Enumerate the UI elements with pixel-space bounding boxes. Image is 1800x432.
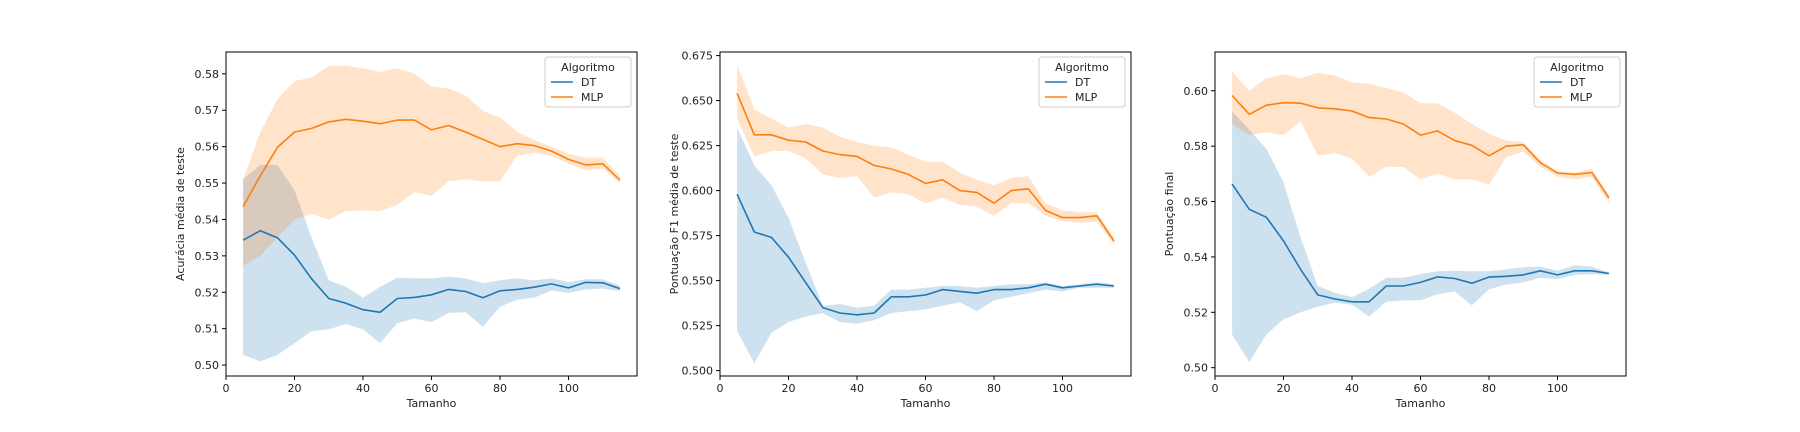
band-dt	[1232, 111, 1609, 363]
y-tick-label: 0.53	[195, 250, 220, 263]
y-tick-label: 0.56	[195, 141, 220, 154]
legend-box	[1533, 56, 1621, 108]
band-dt	[243, 164, 620, 362]
legend-entry-mlp: MLP	[581, 91, 604, 104]
legend-entry-mlp: MLP	[1075, 91, 1098, 104]
legend-title: Algoritmo	[1055, 61, 1109, 74]
legend-title: Algoritmo	[1550, 61, 1604, 74]
x-tick-label: 60	[919, 382, 933, 395]
legend-box	[1038, 56, 1126, 108]
x-tick-label: 20	[782, 382, 796, 395]
x-tick-label: 60	[425, 382, 439, 395]
line-mlp	[242, 118, 621, 208]
y-axis-label: Pontuação final	[1163, 172, 1176, 257]
x-tick-label: 0	[1212, 382, 1219, 395]
band-mlp	[737, 64, 1114, 245]
x-tick-label: 80	[1482, 382, 1496, 395]
legend-title: Algoritmo	[561, 61, 615, 74]
x-tick-label: 100	[558, 382, 579, 395]
x-tick-label: 40	[850, 382, 864, 395]
x-axis-label: Tamanho	[406, 397, 457, 410]
y-tick-label: 0.525	[682, 320, 714, 333]
y-tick-label: 0.54	[195, 213, 220, 226]
x-tick-label: 20	[288, 382, 302, 395]
y-tick-label: 0.51	[195, 323, 220, 336]
legend: Algoritmo DT MLP	[1533, 56, 1621, 108]
y-tick-label: 0.54	[1184, 251, 1209, 264]
y-tick-label: 0.650	[682, 95, 714, 108]
y-tick-label: 0.58	[195, 68, 220, 81]
x-tick-label: 80	[987, 382, 1001, 395]
x-tick-label: 0	[717, 382, 724, 395]
y-tick-label: 0.600	[682, 185, 714, 198]
y-tick-label: 0.55	[195, 177, 220, 190]
x-tick-label: 80	[493, 382, 507, 395]
chart-panel-1: 0 20 40 60 80 100 0.50 0.51 0.52 0.53 0.54 0.55 0.56…	[174, 51, 638, 410]
line-dt	[242, 229, 621, 314]
x-tick-label: 100	[1547, 382, 1568, 395]
y-axis-label: Acurácia média de teste	[174, 147, 187, 281]
line-mlp	[736, 93, 1115, 242]
chart-panel-3: 0 20 40 60 80 100 0.50 0.52 0.54 0.56 0.58 0.60 Tama…	[1163, 51, 1627, 410]
y-axis-label: Pontuação F1 média de teste	[668, 133, 681, 294]
y-tick-label: 0.675	[682, 50, 714, 63]
x-tick-label: 40	[356, 382, 370, 395]
y-tick-label: 0.60	[1184, 85, 1209, 98]
y-tick-label: 0.550	[682, 275, 714, 288]
y-tick-label: 0.50	[195, 359, 220, 372]
y-tick-label: 0.500	[682, 365, 714, 378]
legend: Algoritmo DT MLP	[544, 56, 632, 108]
y-tick-label: 0.625	[682, 140, 714, 153]
line-dt	[1231, 183, 1610, 303]
chart-panel-2: 0 20 40 60 80 100 0.500 0.525 0.550 0.575 0.600 0.6…	[668, 50, 1132, 410]
legend-entry-dt: DT	[581, 76, 596, 89]
x-tick-label: 100	[1052, 382, 1073, 395]
y-tick-label: 0.50	[1184, 362, 1209, 375]
line-mlp	[1231, 94, 1610, 199]
y-tick-label: 0.575	[682, 230, 714, 243]
y-tick-label: 0.56	[1184, 196, 1209, 209]
x-tick-label: 60	[1414, 382, 1428, 395]
y-tick-label: 0.52	[1184, 306, 1209, 319]
legend: Algoritmo DT MLP	[1038, 56, 1126, 108]
band-mlp	[243, 65, 620, 266]
legend-entry-dt: DT	[1075, 76, 1090, 89]
legend-box	[544, 56, 632, 108]
x-axis-label: Tamanho	[900, 397, 951, 410]
y-tick-label: 0.52	[195, 286, 220, 299]
x-tick-label: 0	[223, 382, 230, 395]
x-axis-label: Tamanho	[1395, 397, 1446, 410]
line-dt	[736, 193, 1114, 316]
band-mlp	[1232, 71, 1609, 203]
x-tick-label: 20	[1277, 382, 1291, 395]
y-tick-label: 0.57	[195, 104, 220, 117]
legend-entry-mlp: MLP	[1570, 91, 1593, 104]
legend-entry-dt: DT	[1570, 76, 1585, 89]
x-tick-label: 40	[1345, 382, 1359, 395]
y-tick-label: 0.58	[1184, 140, 1209, 153]
